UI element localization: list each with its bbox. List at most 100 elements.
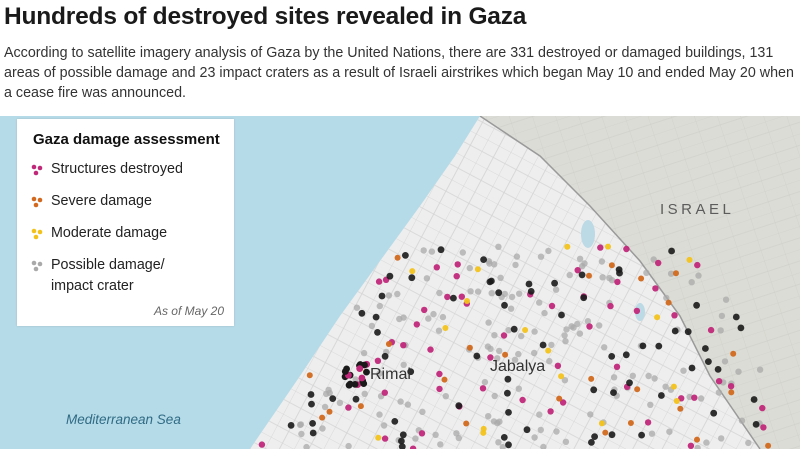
damage-marker — [559, 399, 567, 406]
damage-marker — [715, 378, 723, 385]
damage-marker — [576, 255, 584, 262]
damage-marker — [436, 370, 443, 378]
damage-marker — [680, 367, 687, 374]
damage-marker — [500, 434, 508, 441]
damage-marker — [588, 439, 595, 446]
damage-marker — [501, 301, 508, 309]
severe-dots-icon — [31, 196, 43, 208]
damage-marker — [527, 288, 535, 295]
damage-marker — [663, 294, 670, 302]
damage-marker — [361, 361, 368, 369]
damage-marker — [474, 288, 482, 295]
damage-marker — [374, 329, 381, 336]
damage-marker — [599, 274, 606, 281]
damage-marker — [608, 262, 615, 269]
damage-marker — [455, 434, 462, 442]
damage-marker — [759, 404, 766, 412]
damage-marker — [561, 332, 568, 339]
damage-marker — [662, 383, 669, 390]
damage-marker — [650, 256, 657, 263]
damage-marker — [561, 377, 569, 384]
damage-marker — [427, 346, 434, 353]
damage-marker — [531, 328, 538, 335]
damage-marker — [298, 430, 305, 438]
damage-marker — [358, 309, 366, 317]
damage-marker — [398, 443, 406, 449]
damage-marker — [436, 385, 443, 393]
damage-marker — [732, 313, 740, 321]
damage-marker — [368, 322, 376, 330]
damage-marker — [580, 294, 588, 302]
damage-marker — [705, 358, 712, 365]
damage-marker — [502, 351, 509, 358]
damage-marker — [376, 411, 383, 418]
damage-marker — [510, 325, 518, 333]
damage-marker — [639, 342, 647, 350]
damage-marker — [717, 327, 724, 334]
damage-marker — [694, 436, 700, 443]
damage-marker — [433, 264, 440, 271]
damage-marker — [508, 293, 516, 301]
damage-marker — [588, 375, 595, 382]
damage-marker — [668, 247, 675, 255]
damage-marker — [345, 442, 352, 449]
damage-marker — [673, 270, 679, 277]
damage-marker — [423, 275, 431, 282]
damage-marker — [576, 330, 584, 337]
damage-marker — [418, 430, 426, 437]
damage-marker — [687, 442, 695, 449]
damage-marker — [548, 341, 555, 349]
damage-marker — [697, 395, 705, 402]
damage-marker — [545, 247, 552, 255]
damage-marker — [536, 411, 543, 418]
damage-marker — [745, 439, 752, 447]
damage-marker — [554, 362, 562, 369]
damage-marker — [326, 408, 333, 415]
damage-marker — [385, 292, 393, 299]
damage-marker — [703, 439, 710, 446]
damage-marker — [486, 278, 494, 286]
damage-marker — [495, 289, 503, 297]
damage-marker — [605, 243, 611, 250]
damage-marker — [319, 425, 326, 432]
damage-marker — [380, 422, 388, 429]
damage-marker — [562, 438, 570, 445]
damage-marker — [633, 307, 641, 315]
damage-marker — [537, 253, 545, 260]
damage-marker — [497, 274, 504, 281]
damage-marker — [287, 422, 295, 429]
damage-marker — [760, 424, 767, 431]
damage-marker — [394, 254, 401, 261]
damage-marker — [321, 403, 329, 411]
damage-marker — [667, 270, 675, 277]
damage-marker — [688, 279, 695, 286]
damage-marker — [686, 393, 693, 401]
damage-marker — [437, 441, 444, 448]
damage-marker — [376, 302, 383, 310]
legend: Gaza damage assessment Structures destro… — [17, 119, 234, 326]
damage-marker — [346, 380, 354, 388]
damage-marker — [558, 311, 565, 319]
damage-marker — [258, 441, 266, 448]
damage-marker — [412, 435, 419, 442]
damage-marker — [372, 313, 380, 321]
damage-marker — [358, 374, 366, 382]
damage-marker — [552, 286, 560, 293]
damage-marker — [715, 389, 723, 396]
damage-marker — [402, 252, 409, 259]
damage-marker — [375, 434, 382, 441]
damage-marker — [495, 439, 502, 446]
damage-marker — [602, 429, 609, 436]
label-israel: ISRAEL — [660, 201, 735, 218]
damage-marker — [722, 296, 730, 303]
damage-marker — [590, 386, 598, 394]
damage-marker — [385, 341, 392, 347]
damage-marker — [644, 419, 652, 426]
damage-marker — [473, 352, 481, 360]
damage-marker — [504, 375, 512, 383]
damage-marker — [551, 279, 558, 287]
damage-marker — [765, 442, 772, 449]
damage-marker — [597, 244, 604, 251]
damage-marker — [491, 261, 498, 268]
map[interactable]: ISRAEL Rimal Jabalya Mediterranean Sea — [0, 116, 800, 449]
